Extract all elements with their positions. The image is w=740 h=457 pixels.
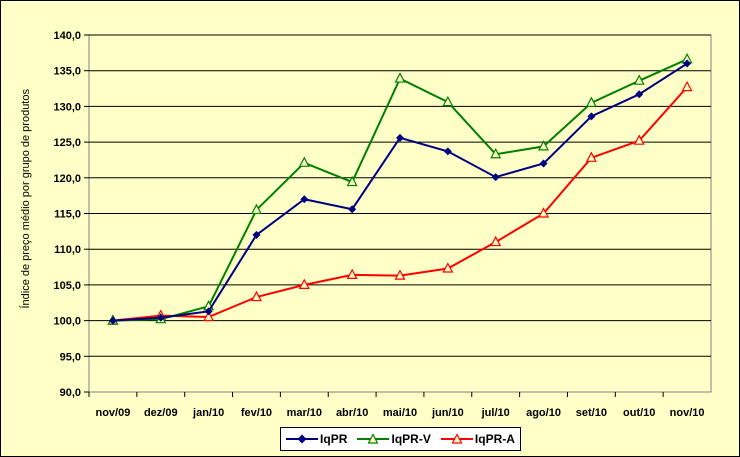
x-tick-label: nov/09	[95, 407, 130, 419]
data-point	[633, 134, 645, 145]
y-tick-label: 130,0	[53, 101, 81, 113]
y-tick-label: 135,0	[53, 66, 81, 78]
data-point	[250, 290, 262, 302]
data-point	[394, 269, 406, 280]
x-tick-labels: nov/09 dez/09 jan/10 fev/10 mar/10 abr/10 mai/…	[95, 407, 704, 419]
data-point	[585, 151, 597, 162]
legend-label-iqpr-v: IqPR-V	[391, 432, 431, 446]
y-tick-label: 115,0	[54, 209, 81, 221]
legend-label-iqpr-a: IqPR-A	[474, 432, 515, 446]
data-point	[396, 133, 404, 142]
y-tick-label: 90,0	[60, 387, 81, 399]
x-tick-label: jun/10	[431, 407, 464, 419]
data-point	[348, 205, 357, 214]
x-tick-label: dez/09	[144, 407, 178, 419]
data-point	[683, 59, 692, 68]
x-tick-label: jan/10	[192, 407, 224, 419]
legend-swatch-iqpr	[286, 434, 319, 444]
data-point	[108, 316, 117, 325]
data-point	[633, 74, 645, 85]
x-tick-label: nov/10	[670, 407, 705, 419]
data-point	[252, 230, 261, 239]
data-point	[585, 96, 597, 107]
y-tick-label: 110,0	[54, 244, 81, 256]
data-point	[587, 112, 596, 121]
series-lines	[107, 52, 693, 325]
x-tick-label: out/10	[623, 407, 655, 419]
line-chart: 90,0 95,0 100,0 105,0 110,0 115,0 120,0 125,0 13…	[53, 30, 712, 419]
y-tick-label: 120,0	[53, 173, 81, 185]
y-tick-label: 140,0	[53, 30, 81, 42]
x-tick-label: abr/10	[336, 407, 368, 419]
legend-label-iqpr: IqPR	[320, 432, 348, 446]
legend: IqPR IqPR-V IqPR-A	[280, 427, 521, 451]
legend-swatch-iqpr-v	[357, 433, 390, 444]
data-point	[538, 140, 550, 151]
data-point	[298, 156, 310, 167]
x-tick-label: fev/10	[241, 407, 272, 419]
data-point	[298, 278, 310, 289]
legend-item-iqpr-v: IqPR-V	[357, 432, 431, 446]
x-tick-label: mai/10	[383, 407, 417, 419]
gridlines	[84, 34, 711, 397]
data-point	[490, 235, 502, 247]
y-tick-label: 95,0	[60, 351, 81, 363]
data-point	[635, 90, 644, 99]
y-tick-label: 125,0	[53, 137, 81, 149]
data-point	[394, 72, 406, 83]
legend-swatch-iqpr-a	[440, 433, 473, 444]
data-point	[490, 147, 502, 159]
y-axis-title: Índice de preço médio por grupo de produ…	[20, 89, 32, 309]
x-tick-label: ago/10	[526, 407, 561, 419]
data-point	[442, 262, 454, 273]
data-point	[156, 313, 165, 322]
data-point	[443, 147, 452, 156]
x-tick-label: set/10	[576, 407, 607, 419]
y-tick-label: 105,0	[53, 280, 81, 292]
data-point	[442, 95, 454, 107]
y-tick-labels: 90,0 95,0 100,0 105,0 110,0 115,0 120,0 125,0 13…	[53, 30, 81, 399]
data-point	[250, 203, 262, 215]
x-tick-label: mar/10	[287, 407, 322, 419]
data-point	[346, 175, 358, 187]
data-point	[203, 310, 215, 322]
data-point	[539, 159, 548, 168]
data-point	[204, 307, 213, 316]
data-point	[346, 268, 358, 280]
data-point	[681, 80, 693, 92]
legend-item-iqpr-a: IqPR-A	[440, 432, 515, 446]
x-tick-label: jul/10	[481, 407, 510, 419]
data-point	[538, 207, 550, 218]
y-tick-label: 100,0	[53, 316, 81, 328]
data-point	[300, 195, 309, 204]
series-iqpr	[108, 59, 692, 325]
data-point	[491, 173, 500, 182]
legend-item-iqpr: IqPR	[286, 432, 347, 446]
